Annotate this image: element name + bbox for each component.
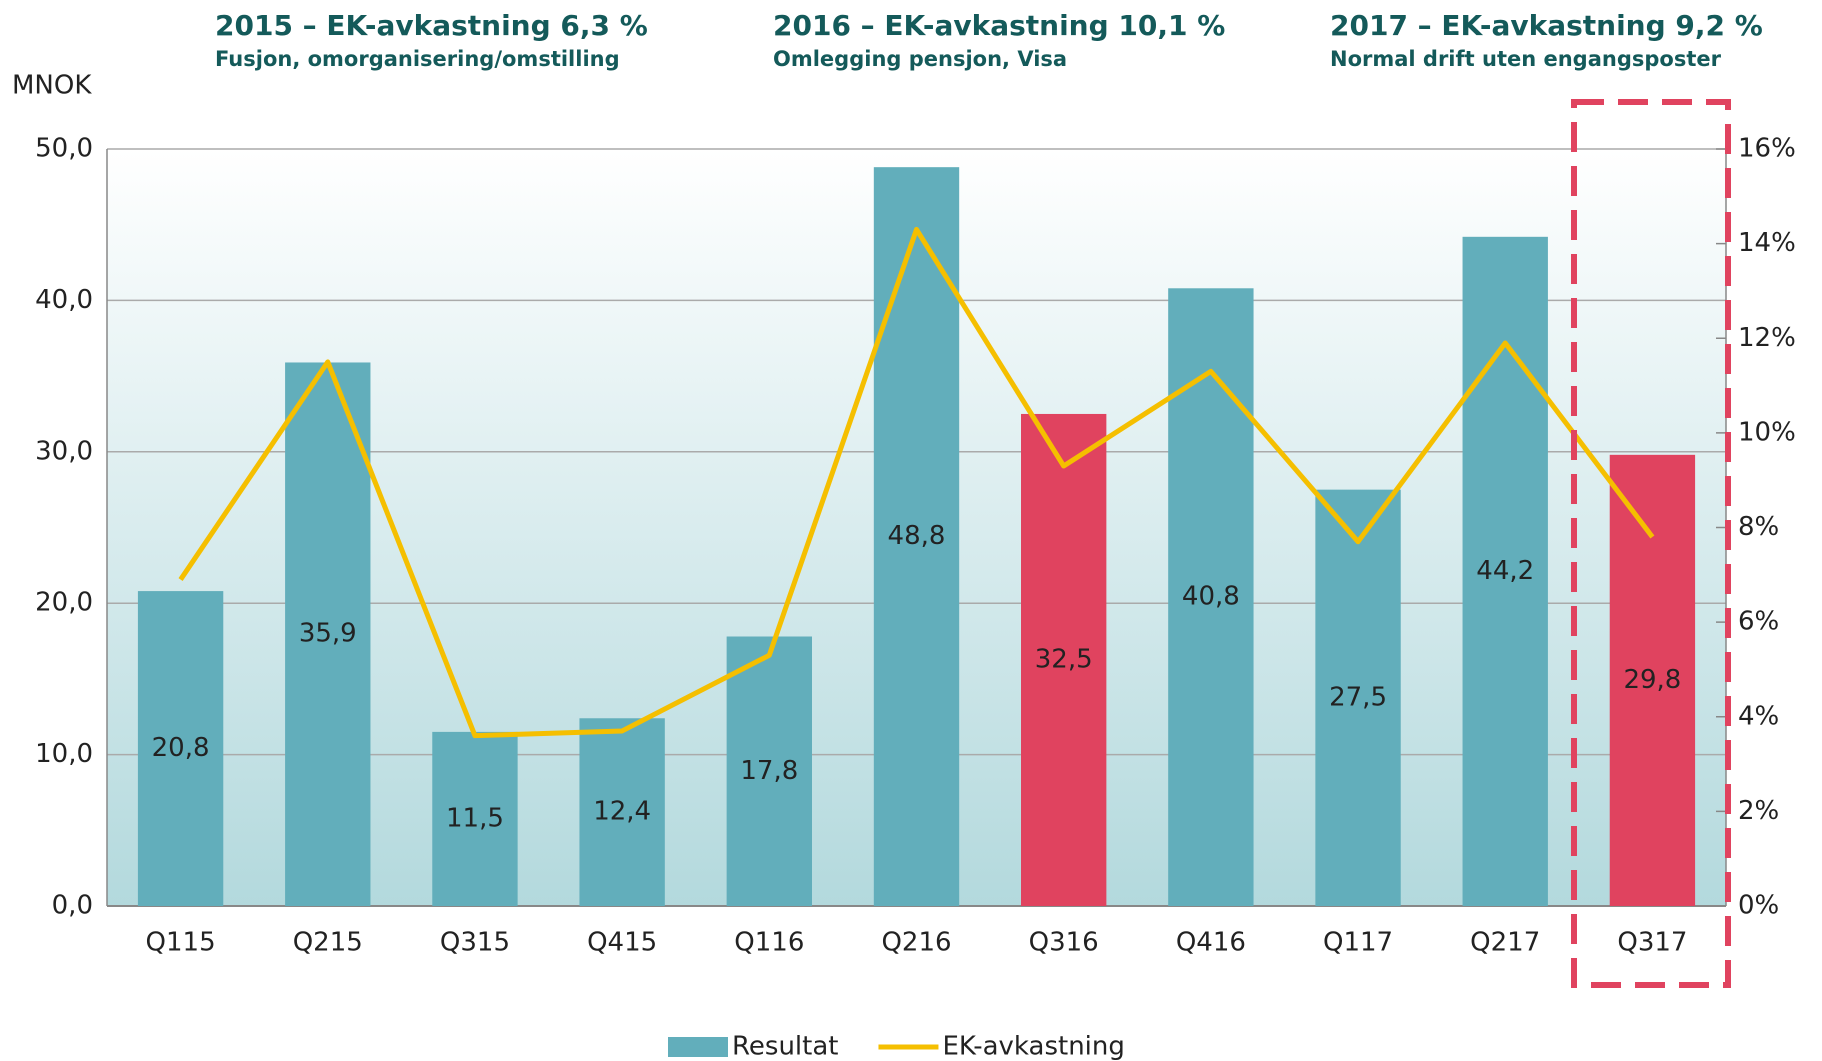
x-tick-label: Q215 [293,928,363,958]
data-label: 40,8 [1182,582,1240,612]
bar [579,718,665,906]
y2-tick-label: 10% [1738,417,1796,447]
x-tick-label: Q416 [1176,928,1246,958]
y-tick-label: 0,0 [52,891,93,921]
line [178,226,1655,739]
data-label: 20,8 [152,733,210,763]
y2-tick-label: 16% [1738,134,1796,164]
legend-label: Resultat [732,1032,838,1061]
x-tick-label: Q415 [587,928,657,958]
legend-label: EK-avkastning [942,1032,1124,1061]
data-label: 29,8 [1623,665,1681,695]
data-label: 12,4 [593,797,651,827]
data-label: 35,9 [299,619,357,649]
y2-tick-label: 14% [1738,228,1796,258]
y2-tick-label: 0% [1738,891,1779,921]
data-label: 32,5 [1035,644,1093,674]
x-tick-label: Q316 [1029,928,1099,958]
x-tick-label: Q115 [146,928,216,958]
data-label: 48,8 [888,521,946,551]
bar [1462,236,1548,906]
y2-tick-label: 6% [1738,607,1779,637]
annotation-title: 2015 – EK-avkastning 6,3 % [215,9,648,42]
y-tick-label: 50,0 [35,134,93,164]
bar [432,731,518,906]
bar [1609,454,1696,906]
data-label: 11,5 [446,803,504,833]
data-label: 27,5 [1329,682,1387,712]
bar [137,591,224,906]
annotation-subtitle: Fusjon, omorganisering/omstilling [215,47,620,71]
x-tick-label: Q116 [734,928,804,958]
annotation-title: 2016 – EK-avkastning 10,1 % [773,9,1225,42]
y-axis-label: MNOK [12,71,92,101]
bar [873,167,960,907]
data-label: 44,2 [1476,556,1534,586]
y2-tick-label: 4% [1738,701,1779,731]
x-tick-label: Q317 [1617,928,1687,958]
x-tick-label: Q217 [1470,928,1540,958]
y-tick-label: 40,0 [35,285,93,315]
y2-tick-label: 8% [1738,512,1779,542]
annotation-subtitle: Normal drift uten engangsposter [1330,47,1722,71]
bar [1315,489,1401,906]
annotation-title: 2017 – EK-avkastning 9,2 % [1330,9,1763,42]
y2-tick-label: 2% [1738,796,1779,826]
y-tick-label: 20,0 [35,588,93,618]
annotation-subtitle: Omlegging pensjon, Visa [773,47,1067,71]
bar [1020,413,1107,906]
x-tick-label: Q117 [1323,928,1393,958]
x-tick-label: Q315 [440,928,510,958]
y-tick-label: 10,0 [35,739,93,769]
bar [285,362,371,906]
bar [726,636,813,906]
legend-swatch [668,1037,728,1057]
x-tick-label: Q216 [881,928,951,958]
y2-tick-label: 12% [1738,323,1796,353]
y-tick-label: 30,0 [35,436,93,466]
data-label: 17,8 [740,756,798,786]
highlight-box [1571,99,1731,988]
